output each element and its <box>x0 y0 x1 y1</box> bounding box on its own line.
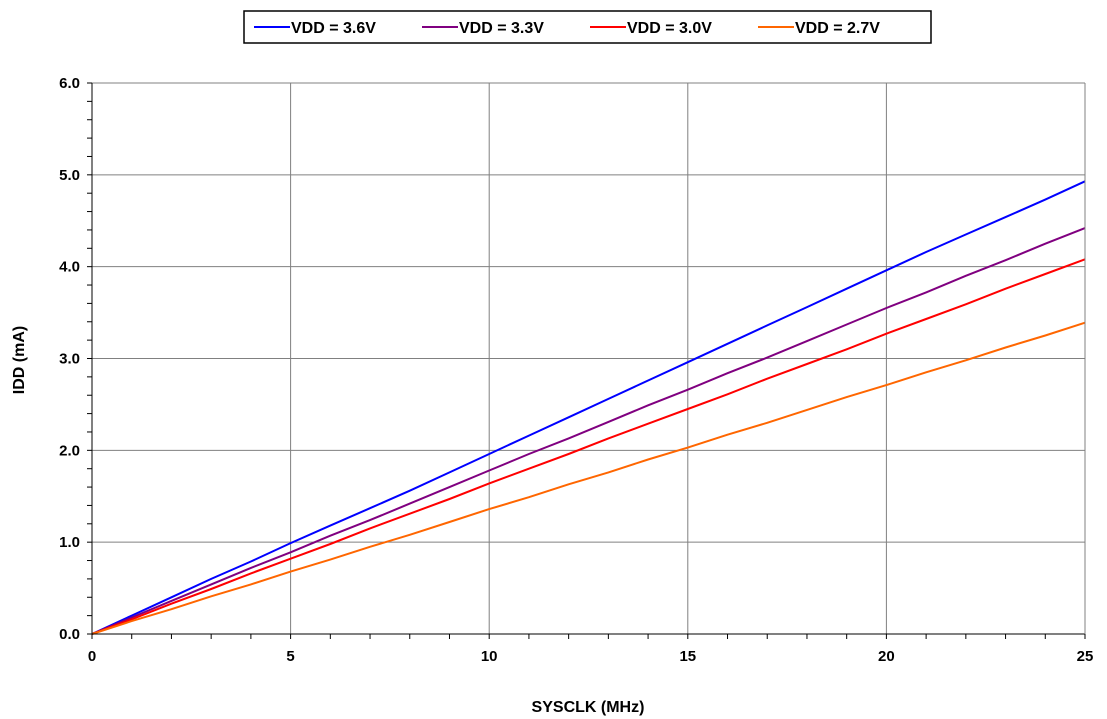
grid <box>92 82 1086 634</box>
series-line-3 <box>91 321 1086 635</box>
y-tick-label: 1.0 <box>59 534 80 551</box>
y-tick-label: 2.0 <box>59 442 80 459</box>
y-tick-label: 3.0 <box>59 351 80 368</box>
series-line-2 <box>91 258 1086 635</box>
x-axis-title: SYSCLK (MHz) <box>532 699 645 716</box>
y-tick-label: 4.0 <box>59 259 80 276</box>
legend-label-2: VDD = 3.0V <box>627 20 712 37</box>
series-group <box>91 180 1086 635</box>
x-tick-label: 10 <box>481 648 498 665</box>
legend-label-3: VDD = 2.7V <box>795 20 880 37</box>
legend: VDD = 3.6V VDD = 3.3V VDD = 3.0V VDD = 2.7V <box>243 10 932 44</box>
x-tick-label: 20 <box>878 648 895 665</box>
x-tick-label: 15 <box>679 648 696 665</box>
series-line-0 <box>91 180 1086 635</box>
x-tick-label: 5 <box>286 648 294 665</box>
legend-label-0: VDD = 3.6V <box>291 20 376 37</box>
y-tick-label: 0.0 <box>59 626 80 643</box>
legend-label-1: VDD = 3.3V <box>459 20 544 37</box>
y-tick-label: 5.0 <box>59 167 80 184</box>
series-line-1 <box>91 227 1086 635</box>
x-tick-label: 0 <box>88 648 96 665</box>
axes <box>87 82 1086 639</box>
x-tick-label: 25 <box>1077 648 1094 665</box>
y-axis-title: IDD (mA) <box>11 326 28 394</box>
ticks: 0 5 10 15 20 25 0.0 1.0 2.0 3.0 4.0 5.0 6.0 <box>59 75 1093 665</box>
y-tick-label: 6.0 <box>59 75 80 92</box>
legend-box <box>243 10 932 44</box>
